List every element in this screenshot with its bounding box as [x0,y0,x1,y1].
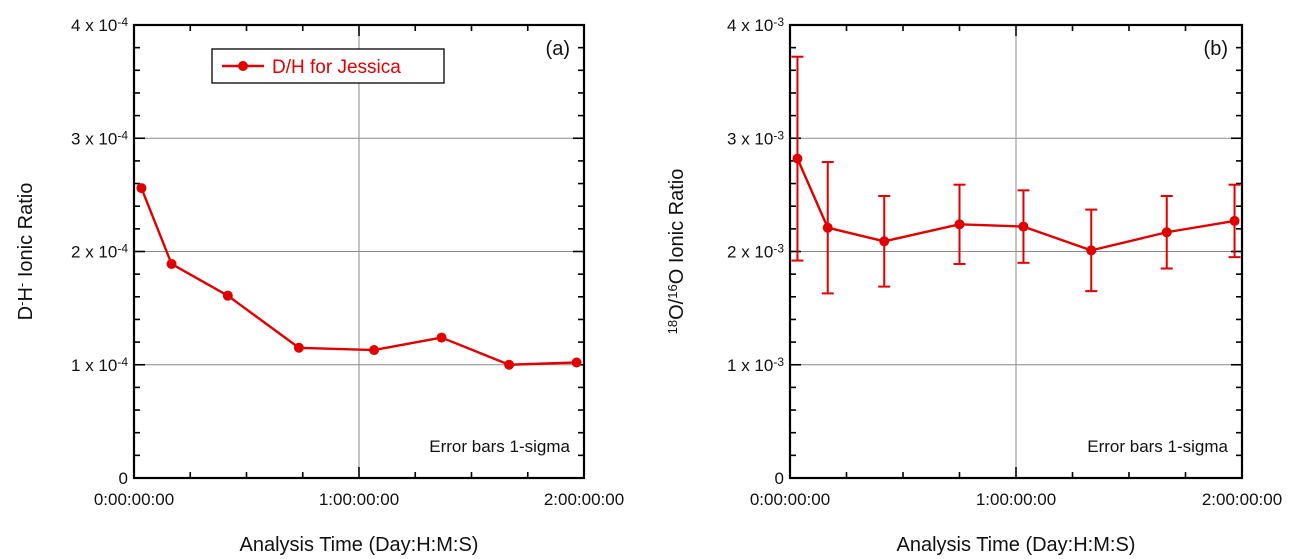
panel-b-data-point-3 [954,219,965,230]
panel-a-y-tick-label-0: 0 [119,469,128,488]
panel-a-legend: D/H for Jessica [211,48,445,84]
panel-a-data-point-3 [293,342,304,353]
panel-a-y-axis-title: D-H- Ionic Ratio [14,183,37,321]
panel-b-y-tick-label-2: 2 x 10-3 [727,241,784,261]
panel-b-y-tick-label-0: 0 [775,469,784,488]
panel-a-x-tick-label-2: 2:00:00:00 [544,490,624,509]
panel-b-data-point-2 [879,236,890,247]
panel-a-error-bar-note: Error bars 1-sigma [429,437,570,456]
panel-a-y-tick-label-1: 1 x 10-4 [71,354,128,374]
panel-a-data-point-4 [369,345,380,356]
panel-b-data-point-5 [1086,245,1097,256]
panel-b-error-bar-note: Error bars 1-sigma [1087,437,1228,456]
panel-a-data-point-5 [436,332,447,343]
panel-b-x-tick-label-1: 1:00:00:00 [976,490,1056,509]
panel-a-data-point-0 [136,183,147,194]
panel-a-legend-label: D/H for Jessica [272,57,401,78]
panel-b-x-tick-label-0: 0:00:00:00 [750,490,830,509]
panel-a: 0 1 x 10-4 2 x 10-4 3 x 10-4 4 x 10-4 0:00:00… [14,15,624,556]
panel-b-y-tick-label-3: 3 x 10-3 [727,128,784,148]
panel-b-y-tick-label-1: 1 x 10-3 [727,354,784,374]
panel-b-panel-label: (b) [1204,38,1228,60]
panel-b-data-point-4 [1018,221,1029,232]
panel-b-y-tick-label-4: 4 x 10-3 [727,15,784,35]
panel-a-legend-marker [238,61,248,71]
panel-a-data-point-1 [166,258,177,269]
panel-a-x-axis-title: Analysis Time (Day:H:M:S) [240,534,479,556]
panel-a-data-point-7 [571,357,582,368]
panel-b-data-point-1 [822,222,833,233]
panel-a-y-tick-label-2: 2 x 10-4 [71,241,128,261]
panel-a-x-tick-label-1: 1:00:00:00 [319,490,399,509]
panel-a-y-tick-label-4: 4 x 10-4 [71,15,128,35]
panel-b-data-point-6 [1161,227,1172,238]
panel-a-data-point-6 [504,359,515,370]
panel-b-x-axis-title: Analysis Time (Day:H:M:S) [897,534,1136,556]
panel-b-series-line [796,158,1235,252]
panel-a-panel-label: (a) [546,38,570,60]
panel-b: 0 1 x 10-3 2 x 10-3 3 x 10-3 4 x 10-3 0:00:00… [665,15,1282,556]
panel-a-data-point-2 [222,290,233,301]
panel-b-data-point-7 [1229,215,1240,226]
panel-a-series-line [140,187,577,366]
panel-b-y-axis-title: 18O/16O Ionic Ratio [665,169,688,335]
panel-a-y-tick-label-3: 3 x 10-4 [71,128,128,148]
panel-a-x-tick-label-0: 0:00:00:00 [94,490,174,509]
panel-b-x-tick-label-2: 2:00:00:00 [1202,490,1282,509]
panel-b-data-point-0 [792,153,803,164]
